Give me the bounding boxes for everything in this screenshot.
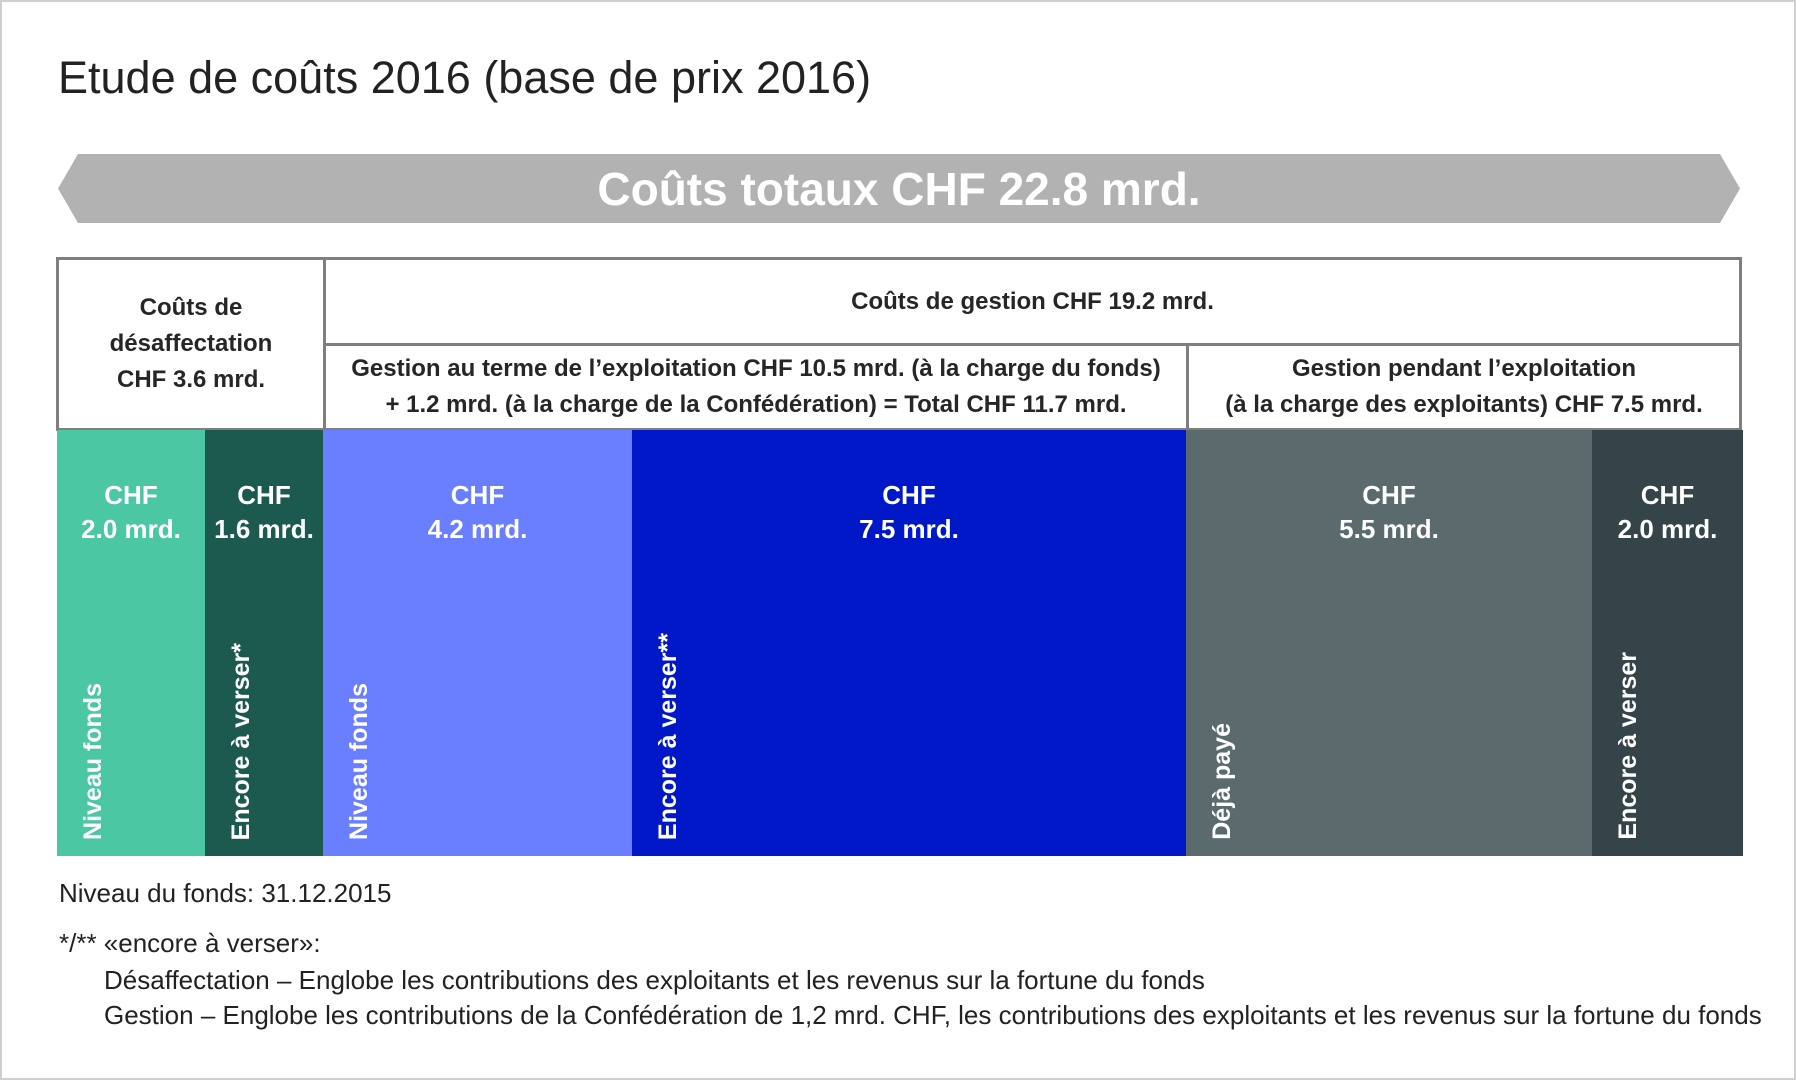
segment-category-label: Déjà payé <box>1208 723 1236 840</box>
segment-operation-outstanding: CHF 2.0 mrd. Encore à verser <box>1592 430 1743 856</box>
header-decommissioning-label: Coûts de désaffectation CHF 3.6 mrd. <box>109 294 273 393</box>
chart-title: Etude de coûts 2016 (base de prix 2016) <box>58 52 872 103</box>
total-costs-label: Coûts totaux CHF 22.8 mrd. <box>597 162 1201 215</box>
fund-date-note: Niveau du fonds: 31.12.2015 <box>59 878 392 908</box>
header-operation-management: Gestion pendant l’exploitation (à la cha… <box>1186 343 1742 431</box>
footnote-heading: */** «encore à verser»: <box>59 928 321 958</box>
segment-management-fund-level: CHF 4.2 mrd. Niveau fonds <box>323 430 632 856</box>
segment-category-label: Niveau fonds <box>345 683 373 840</box>
segment-operation-already-paid: CHF 5.5 mrd. Déjà payé <box>1186 430 1592 856</box>
header-management-label: Coûts de gestion CHF 19.2 mrd. <box>851 287 1214 315</box>
footnote-management: Gestion – Englobe les contributions de l… <box>104 1000 1762 1030</box>
segment-value-label: CHF 2.0 mrd. <box>81 480 181 544</box>
segment-management-outstanding: CHF 7.5 mrd. Encore à verser** <box>632 430 1186 856</box>
segment-value-label: CHF 1.6 mrd. <box>214 480 314 544</box>
segment-value-label: CHF 4.2 mrd. <box>427 480 528 544</box>
header-post-operation-management: Gestion au terme de l’exploitation CHF 1… <box>323 343 1189 431</box>
segment-category-label: Encore à verser* <box>227 642 255 840</box>
segment-decommissioning-fund-level: CHF 2.0 mrd. Niveau fonds <box>57 430 205 856</box>
header-operation-label: Gestion pendant l’exploitation (à la cha… <box>1225 355 1703 418</box>
segment-value-label: CHF 7.5 mrd. <box>859 480 959 544</box>
header-decommissioning-costs: Coûts de désaffectation CHF 3.6 mrd. <box>56 257 326 431</box>
header-management-costs: Coûts de gestion CHF 19.2 mrd. <box>323 257 1742 346</box>
segment-decommissioning-outstanding: CHF 1.6 mrd. Encore à verser* <box>205 430 323 856</box>
segment-value-label: CHF 5.5 mrd. <box>1339 480 1439 544</box>
segment-category-label: Encore à verser** <box>654 632 682 840</box>
segment-category-label: Encore à verser <box>1614 652 1642 840</box>
banner-shape <box>58 154 1740 223</box>
segment-category-label: Niveau fonds <box>79 683 107 840</box>
header-post-operation-label: Gestion au terme de l’exploitation CHF 1… <box>351 355 1161 418</box>
footnote-decommissioning: Désaffectation – Englobe les contributio… <box>104 965 1205 995</box>
segment-value-label: CHF 2.0 mrd. <box>1617 480 1718 544</box>
total-costs-banner: Coûts totaux CHF 22.8 mrd. <box>58 154 1740 223</box>
